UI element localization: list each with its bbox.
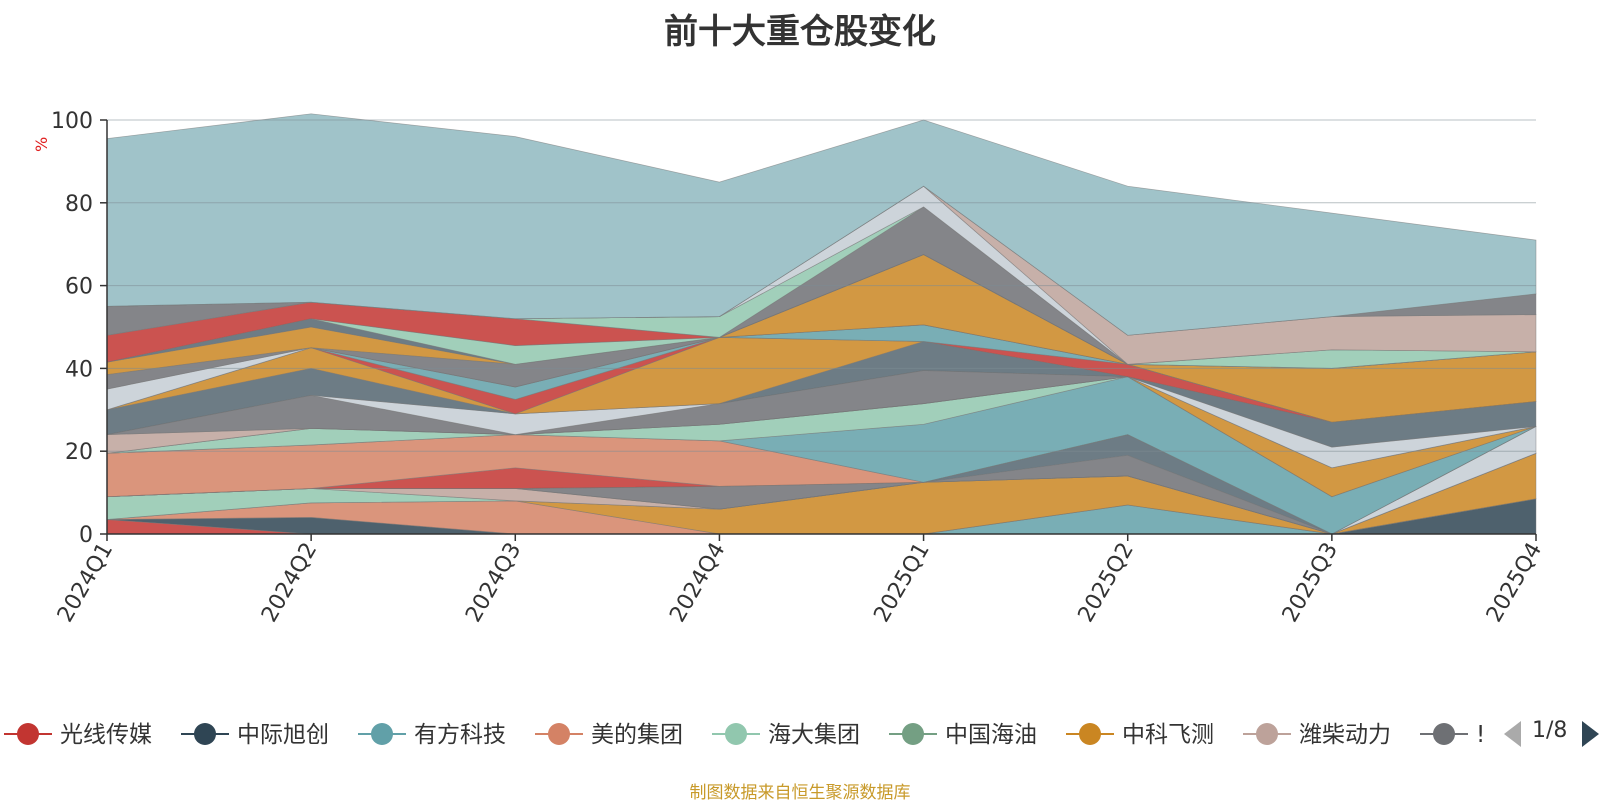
legend-item[interactable]: 中国海油 (889, 722, 1037, 748)
legend-marker (371, 723, 393, 745)
x-tick-label: 2024Q1 (53, 539, 118, 627)
x-tick-label: 2024Q2 (257, 539, 322, 627)
y-tick-label: 20 (65, 440, 93, 465)
y-tick-label: 40 (65, 357, 93, 382)
x-tick-label: 2025Q3 (1278, 539, 1343, 627)
y-tick-label: 100 (51, 109, 93, 134)
legend-label: 中国海油 (945, 722, 1037, 748)
x-tick-label: 2024Q4 (665, 539, 730, 627)
grid-lines (107, 119, 1536, 452)
y-tick-label: 80 (65, 192, 93, 217)
legend-page-indicator: 1/8 (1532, 718, 1568, 743)
legend-label: 美的集团 (591, 722, 683, 748)
legend-label: 海大集团 (768, 722, 860, 748)
legend-marker (902, 723, 924, 745)
legend-label: ! (1476, 722, 1485, 748)
source-note: 制图数据来自恒生聚源数据库 (689, 783, 911, 803)
legend[interactable]: 光线传媒 中际旭创 有方科技 美的集团 海大集团 中国海油 中科飞测 潍柴动力! (4, 721, 1599, 748)
legend-label: 有方科技 (414, 722, 506, 748)
legend-item[interactable]: 光线传媒 (4, 722, 152, 748)
legend-item[interactable]: ! (1420, 722, 1485, 748)
area-series-layer (106, 113, 1537, 535)
legend-marker (548, 723, 570, 745)
legend-marker (17, 723, 39, 745)
legend-label: 中科飞测 (1122, 722, 1214, 748)
x-tick-label: 2025Q1 (869, 539, 934, 627)
area-series-35 (106, 113, 1537, 336)
chart-title: 前十大重仓股变化 (664, 12, 936, 52)
y-tick-label: 0 (79, 523, 93, 548)
legend-label: 光线传媒 (60, 722, 152, 748)
x-tick-label: 2025Q2 (1074, 539, 1139, 627)
y-tick-label: 60 (65, 275, 93, 300)
legend-marker (1433, 723, 1455, 745)
legend-item[interactable]: 有方科技 (358, 722, 506, 748)
legend-next-icon[interactable] (1582, 721, 1599, 747)
legend-marker (194, 723, 216, 745)
legend-item[interactable]: 中科飞测 (1066, 722, 1214, 748)
legend-marker (725, 723, 747, 745)
legend-marker (1256, 723, 1278, 745)
legend-label: 潍柴动力 (1299, 722, 1391, 748)
legend-marker (1079, 723, 1101, 745)
x-tick-label: 2024Q3 (461, 539, 526, 627)
legend-item[interactable]: 中际旭创 (181, 722, 329, 748)
legend-item[interactable]: 潍柴动力 (1243, 722, 1391, 748)
legend-label: 中际旭创 (237, 722, 329, 748)
legend-item[interactable]: 海大集团 (712, 722, 860, 748)
x-tick-label: 2025Q4 (1482, 539, 1547, 627)
legend-prev-icon[interactable] (1504, 721, 1521, 747)
legend-item[interactable]: 美的集团 (535, 722, 683, 748)
